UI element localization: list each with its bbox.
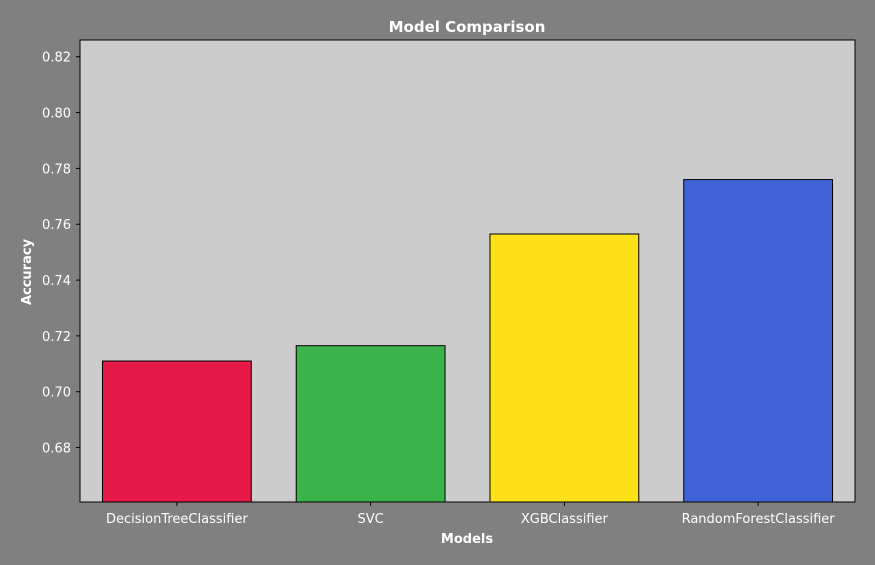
y-tick-label: 0.72 bbox=[42, 330, 71, 345]
y-axis-ticks: 0.68 0.70 0.72 0.74 0.76 0.78 0.80 0.82 bbox=[42, 51, 80, 457]
y-tick-label: 0.82 bbox=[42, 51, 71, 66]
y-tick-label: 0.68 bbox=[42, 442, 71, 457]
bars-group bbox=[101, 179, 834, 503]
y-tick-label: 0.78 bbox=[42, 162, 71, 177]
bar-svc bbox=[295, 345, 446, 503]
x-tick-label: SVC bbox=[358, 512, 384, 527]
bar-decisiontreeclassifier bbox=[101, 360, 252, 503]
y-axis-label: Accuracy bbox=[20, 238, 35, 305]
chart-title: Model Comparison bbox=[389, 18, 546, 36]
x-axis-ticks: DecisionTreeClassifier SVC XGBClassifier Ra… bbox=[106, 502, 835, 527]
bar-randomforestclassifier bbox=[683, 179, 834, 503]
bar-xgbclassifier bbox=[489, 233, 640, 503]
x-tick-label: XGBClassifier bbox=[521, 512, 609, 527]
y-tick-label: 0.74 bbox=[42, 274, 71, 289]
x-axis-label: Models bbox=[441, 532, 493, 547]
y-tick-label: 0.76 bbox=[42, 218, 71, 233]
x-tick-label: RandomForestClassifier bbox=[682, 512, 836, 527]
y-tick-label: 0.70 bbox=[42, 386, 71, 401]
x-tick-label: DecisionTreeClassifier bbox=[106, 512, 248, 527]
y-tick-label: 0.80 bbox=[42, 107, 71, 122]
